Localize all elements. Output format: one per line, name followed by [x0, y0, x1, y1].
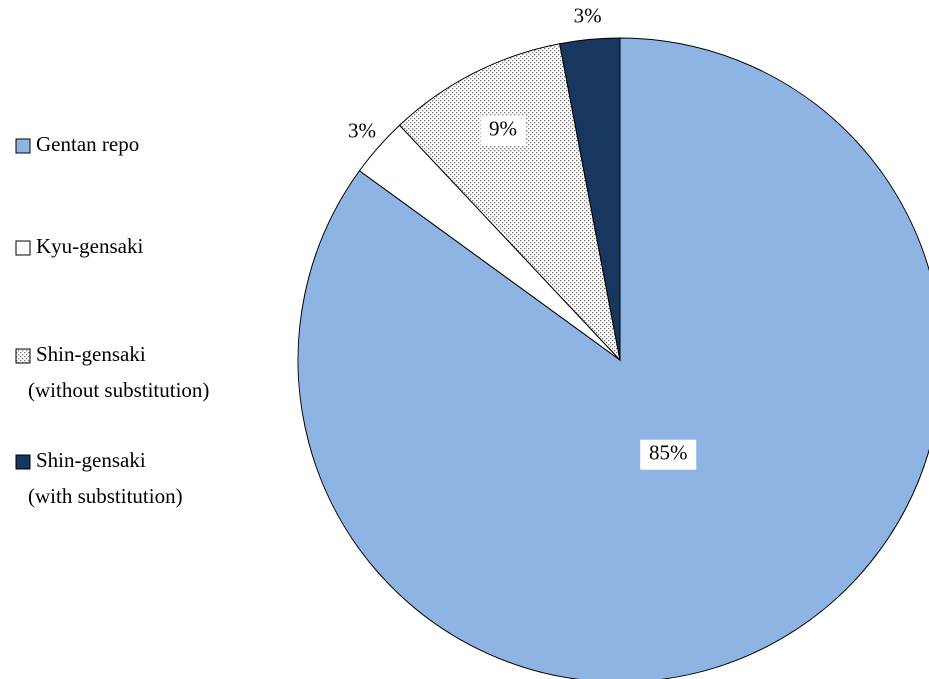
pie-slice — [398, 43, 621, 362]
legend-label: Shin-gensaki (with substitution) — [28, 448, 183, 508]
legend-swatch — [15, 240, 31, 256]
data-label: 3% — [574, 3, 602, 27]
pie-slice — [297, 37, 929, 679]
data-label: 3% — [348, 118, 376, 142]
legend-swatch — [15, 454, 31, 470]
legend-label: Kyu-gensaki — [36, 234, 143, 258]
legend-swatch — [15, 138, 31, 154]
label-box — [480, 115, 526, 146]
legend-swatch — [15, 348, 31, 364]
legend-label: Shin-gensaki (without substitution) — [28, 342, 209, 402]
data-label: 85% — [649, 440, 688, 464]
pie-slice — [559, 37, 621, 361]
label-box — [640, 439, 697, 470]
legend-label: Gentan repo — [36, 132, 139, 156]
data-label: 9% — [489, 116, 517, 140]
